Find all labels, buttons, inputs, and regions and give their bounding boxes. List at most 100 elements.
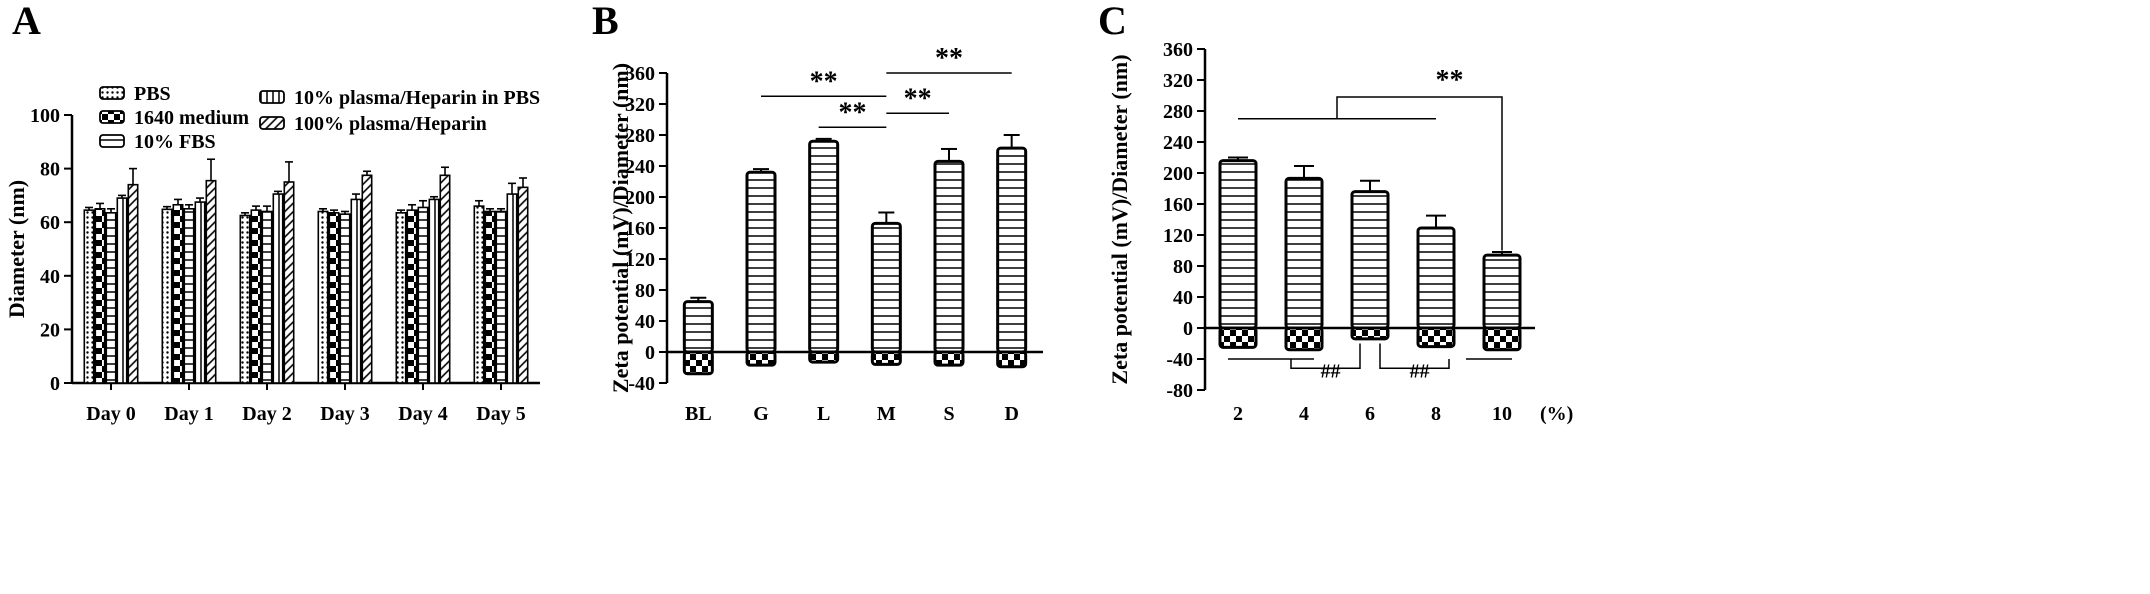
y-tick-label: 160 <box>1163 194 1193 216</box>
x-tick-label: Day 4 <box>398 403 447 425</box>
y-tick-label: 360 <box>625 63 655 85</box>
bar-diameter <box>1284 176 1324 330</box>
x-tick-label: Day 0 <box>86 403 135 425</box>
bar <box>517 186 529 384</box>
bar <box>406 209 418 384</box>
legend-swatch <box>99 134 125 148</box>
y-tick-label: 200 <box>625 187 655 209</box>
bar <box>328 212 340 384</box>
y-tick-label: 360 <box>1163 39 1193 61</box>
bar-diameter <box>996 146 1028 354</box>
bar-zeta <box>1218 326 1258 349</box>
panel-letter-a: A <box>12 0 41 43</box>
bar-zeta <box>682 350 714 376</box>
bar <box>350 198 362 384</box>
panel-c-chart: -80 -40 0 40 80 120 160 200 240 280 320 360 Zeta pot… <box>1107 39 1573 425</box>
legend-swatch <box>259 116 285 130</box>
bar <box>161 208 173 384</box>
bar <box>506 193 518 384</box>
x-tick-label: 8 <box>1431 403 1441 425</box>
bar <box>183 208 195 384</box>
y-tick-label: -40 <box>1166 349 1193 371</box>
bar <box>428 198 440 384</box>
bar-zeta <box>1350 326 1390 341</box>
bar-diameter <box>1416 226 1456 330</box>
y-tick-label: 80 <box>635 280 655 302</box>
bar <box>283 181 295 384</box>
y-axis-title: Zeta potential (mV)/Diameter (nm) <box>608 63 633 393</box>
y-tick-label: 320 <box>1163 70 1193 92</box>
bar-diameter <box>870 221 902 354</box>
x-tick-label: 2 <box>1233 403 1243 425</box>
panel-letter-c: C <box>1098 0 1127 43</box>
y-tick-label: 0 <box>1183 318 1193 340</box>
y-tick-label: 280 <box>625 125 655 147</box>
bar <box>361 174 373 384</box>
bar <box>272 193 284 384</box>
significance-label: ** <box>904 83 932 114</box>
bar <box>172 203 184 384</box>
bar <box>83 209 95 384</box>
bar-zeta <box>1416 326 1456 349</box>
y-tick-label: 40 <box>635 311 655 333</box>
y-tick-label: -80 <box>1166 380 1193 402</box>
y-tick-label: 120 <box>625 249 655 271</box>
legend-swatch <box>259 90 285 104</box>
y-axis-title: Zeta potential (mV)/Diameter (nm) <box>1107 54 1132 384</box>
y-tick-label: 40 <box>1173 287 1193 309</box>
legend-swatch <box>99 110 125 124</box>
bar <box>473 205 485 384</box>
bar <box>339 213 351 384</box>
legend-swatch <box>99 86 125 100</box>
bar <box>261 210 273 384</box>
significance-bracket <box>1290 343 1361 370</box>
y-tick-label: 20 <box>40 319 60 341</box>
x-tick-label: G <box>753 403 769 425</box>
significance-bracket <box>1379 343 1450 370</box>
bar <box>439 174 451 384</box>
significance-label: ** <box>839 97 867 128</box>
significance-label: ## <box>1410 361 1430 383</box>
bar-diameter <box>808 139 840 354</box>
y-tick-label: 280 <box>1163 101 1193 123</box>
bar <box>417 206 429 384</box>
bar <box>194 201 206 384</box>
y-tick-label: 320 <box>625 94 655 116</box>
legend-label: 1640 medium <box>134 107 249 129</box>
x-axis-unit: (%) <box>1540 403 1573 425</box>
bar-zeta <box>870 350 902 366</box>
y-tick-label: 60 <box>40 212 60 234</box>
bar <box>127 183 139 384</box>
legend-label: PBS <box>134 83 171 105</box>
significance-label: ** <box>1436 65 1464 96</box>
legend-label: 100% plasma/Heparin <box>294 113 487 135</box>
y-tick-label: 80 <box>1173 256 1193 278</box>
bar <box>250 209 262 384</box>
panel-letter-b: B <box>592 0 619 43</box>
y-tick-label: 0 <box>50 373 60 395</box>
y-tick-label: 240 <box>625 156 655 178</box>
x-tick-label: M <box>877 403 896 425</box>
bar <box>105 212 117 384</box>
bar-diameter <box>745 170 777 354</box>
bar-diameter <box>1350 190 1390 330</box>
x-tick-label: Day 2 <box>242 403 291 425</box>
y-tick-label: 240 <box>1163 132 1193 154</box>
y-tick-label: -40 <box>628 373 655 395</box>
bar <box>317 210 329 384</box>
x-tick-label: Day 3 <box>320 403 369 425</box>
y-tick-label: 100 <box>30 105 60 127</box>
bar-diameter <box>1218 159 1258 330</box>
y-tick-label: 40 <box>40 266 60 288</box>
y-tick-label: 120 <box>1163 225 1193 247</box>
x-tick-label: L <box>817 403 830 425</box>
bar <box>484 210 496 384</box>
y-tick-label: 0 <box>645 342 655 364</box>
bar <box>205 179 217 384</box>
bar-diameter <box>933 159 965 354</box>
x-tick-label: 10 <box>1492 403 1512 425</box>
legend-label: 10% FBS <box>134 131 216 153</box>
bar <box>94 208 106 384</box>
